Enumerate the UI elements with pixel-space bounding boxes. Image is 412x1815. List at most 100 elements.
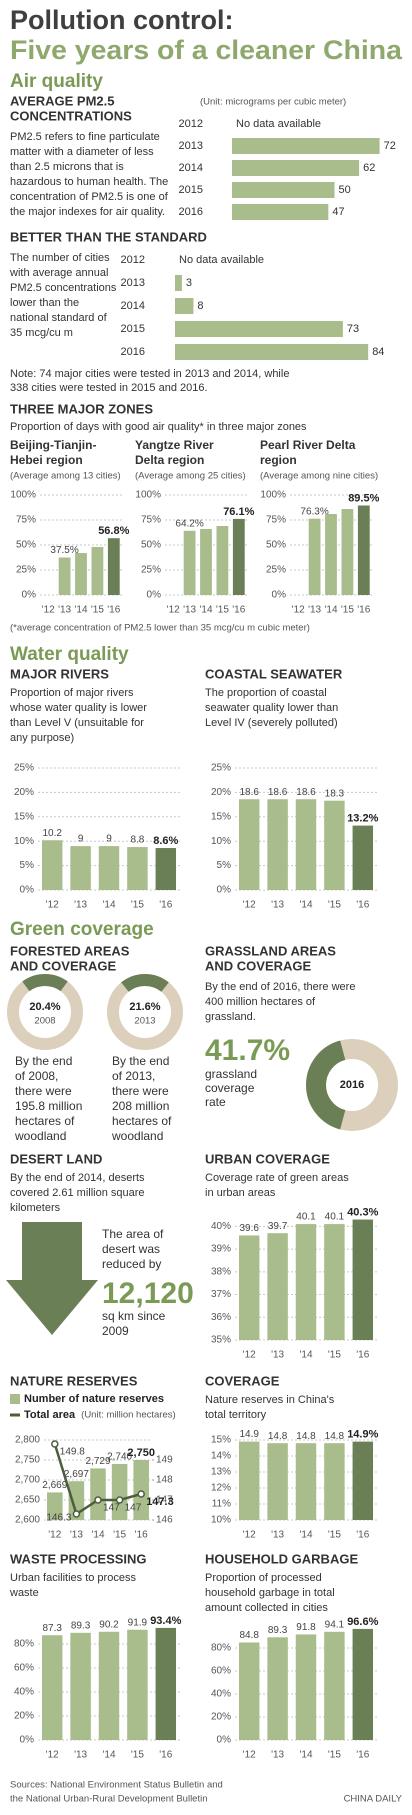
description: hazardous to human health. The — [10, 176, 168, 188]
bar — [238, 1441, 260, 1520]
x-tick-label: '12 — [167, 605, 180, 616]
y-tick-label: 15% — [211, 811, 231, 822]
x-tick-label: '13 — [58, 605, 71, 616]
value-label: 91.9 — [128, 1617, 148, 1628]
bar — [295, 1224, 317, 1340]
y-tick-label: 100% — [260, 490, 286, 501]
value-label: 73 — [347, 323, 359, 335]
chart-title: Delta region — [135, 453, 204, 467]
value-label: 89.5% — [348, 492, 379, 504]
x-tick-label: '12 — [46, 1750, 59, 1761]
x-tick-label: '16 — [356, 1530, 369, 1541]
bar — [91, 547, 104, 595]
donut-arc — [121, 974, 169, 992]
chart-title: region — [260, 453, 297, 467]
point-label: 147 — [125, 1503, 142, 1514]
x-tick-label: '15 — [341, 605, 354, 616]
chart-title: GRASSLAND AREAS — [205, 943, 336, 958]
y-tick-label: 12% — [211, 1483, 231, 1494]
bar — [352, 1628, 374, 1740]
y-tick-label: 25% — [16, 565, 36, 576]
bar — [324, 1224, 345, 1340]
note: 338 cities were tested in 2015 and 2016. — [10, 382, 208, 394]
x-tick-label: '12 — [48, 1530, 61, 1541]
value-label: 76.3% — [300, 506, 328, 517]
row-label: 2015 — [121, 323, 145, 335]
bar — [352, 1219, 374, 1340]
y-tick-label: 10% — [211, 836, 231, 847]
bar — [58, 557, 71, 595]
point-label: 149.8 — [60, 1447, 85, 1458]
description: seawater quality lower than — [205, 702, 338, 714]
x-tick-label: '16 — [357, 605, 370, 616]
description: there were — [15, 1084, 72, 1098]
y-tick-label: 37% — [211, 1289, 231, 1300]
value-label: 40.1 — [296, 1212, 316, 1223]
x-tick-label: '15 — [91, 605, 104, 616]
value-label: 2,740 — [107, 1452, 132, 1463]
x-tick-label: '14 — [299, 1530, 312, 1541]
bar — [107, 538, 120, 595]
bar — [111, 1464, 128, 1520]
bar — [98, 846, 120, 890]
value-label: 2,669 — [42, 1480, 67, 1491]
y-tick-label: 36% — [211, 1312, 231, 1323]
y-tick-label: 2,800 — [15, 1435, 40, 1446]
chart-subtitle: (Average among 25 cities) — [135, 471, 246, 482]
description: there were — [112, 1084, 169, 1098]
bar — [155, 848, 177, 890]
y2-tick-label: 149 — [156, 1455, 173, 1466]
description: Level IV (severely polluted) — [205, 717, 338, 729]
description: The number of cities — [10, 252, 110, 264]
y-tick-label: 2,700 — [15, 1475, 40, 1486]
value-label: 62 — [363, 162, 375, 174]
page-title: Five years of a cleaner China — [10, 35, 403, 65]
bar — [267, 799, 288, 890]
value-label: 72 — [384, 140, 396, 152]
description: hectares of — [15, 1114, 75, 1128]
row-label: 2013 — [179, 140, 203, 152]
callout-unit: sq km since — [102, 1309, 166, 1323]
bar — [155, 1627, 177, 1740]
y-tick-label: 5% — [217, 860, 232, 871]
y-tick-label: 75% — [266, 515, 286, 526]
chart-title: BETTER THAN THE STANDARD — [10, 229, 207, 244]
section-header: Air quality — [10, 71, 103, 92]
y-tick-label: 10% — [14, 836, 34, 847]
x-tick-label: '13 — [70, 1530, 83, 1541]
bar — [352, 1441, 374, 1520]
y2-tick-label: 148 — [156, 1475, 173, 1486]
value-label: 2,750 — [127, 1447, 155, 1459]
bar — [352, 825, 374, 890]
callout-unit: 2009 — [102, 1324, 129, 1338]
x-tick-label: '15 — [216, 605, 229, 616]
chart-title: AND COVERAGE — [10, 958, 117, 973]
caption: rate — [205, 1095, 226, 1109]
description: 35 mcg/cu m — [10, 327, 73, 339]
bar — [295, 1634, 317, 1740]
y-tick-label: 20% — [211, 1712, 231, 1723]
value-label: 89.3 — [268, 1625, 288, 1636]
description: of 2013, — [112, 1069, 155, 1083]
bar — [75, 553, 87, 595]
description: kilometers — [10, 1202, 61, 1214]
value-label: 76.1% — [223, 506, 254, 518]
missing-label: No data available — [179, 254, 264, 266]
legend-label: Total area — [24, 1409, 76, 1421]
line-point — [115, 1496, 124, 1504]
bar — [98, 1631, 120, 1740]
row-label: 2014 — [121, 300, 145, 312]
description: 400 million hectares of — [205, 996, 316, 1008]
y-tick-label: 0% — [272, 590, 287, 601]
value-label: 50 — [339, 184, 351, 196]
chart-title: CONCENTRATIONS — [10, 108, 132, 123]
bar — [127, 1629, 148, 1740]
y-tick-label: 80% — [14, 1639, 34, 1650]
y-tick-label: 0% — [20, 1735, 35, 1746]
point-label: 147.3 — [146, 1496, 174, 1508]
bar — [47, 1492, 63, 1520]
description: 208 million — [112, 1099, 169, 1113]
x-tick-label: '12 — [243, 1350, 256, 1361]
desert-figure: 12,120 — [102, 1277, 194, 1310]
bar — [295, 1443, 317, 1520]
